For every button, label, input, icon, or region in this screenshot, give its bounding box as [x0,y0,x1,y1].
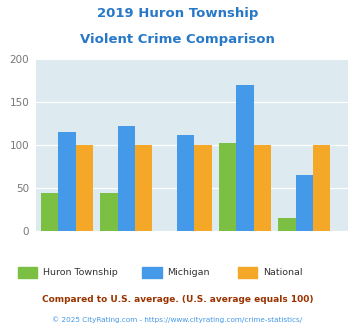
Bar [58,132,76,231]
Bar [118,126,135,231]
Text: Huron Township: Huron Township [43,268,118,277]
Text: 2019 Huron Township: 2019 Huron Township [97,7,258,19]
Text: Compared to U.S. average. (U.S. average equals 100): Compared to U.S. average. (U.S. average … [42,295,313,304]
Text: Violent Crime Comparison: Violent Crime Comparison [80,33,275,46]
Text: National: National [263,268,302,277]
Bar [313,145,331,231]
Text: © 2025 CityRating.com - https://www.cityrating.com/crime-statistics/: © 2025 CityRating.com - https://www.city… [53,317,302,323]
Bar [100,193,118,231]
Bar [254,145,271,231]
Bar [194,145,212,231]
Bar [278,218,296,231]
Text: Michigan: Michigan [167,268,209,277]
Bar [135,145,152,231]
Bar [41,193,58,231]
Bar [177,135,194,231]
Bar [219,144,236,231]
Bar [76,145,93,231]
Bar [236,85,254,231]
Bar [296,175,313,231]
